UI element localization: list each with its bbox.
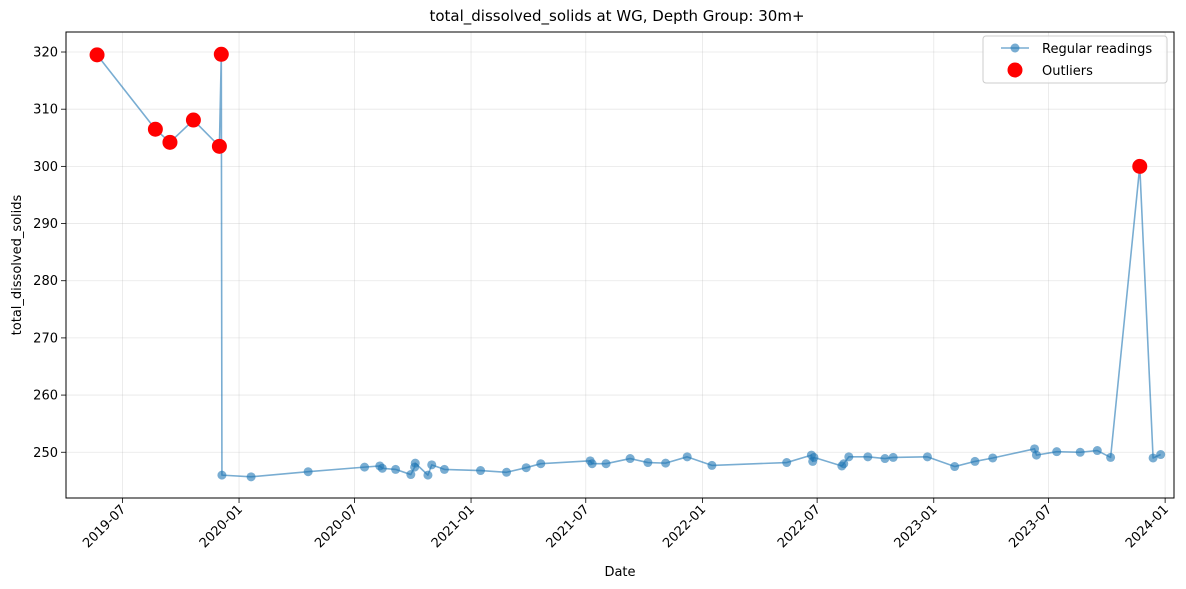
regular-reading-point [950, 462, 960, 472]
y-tick-label: 310 [33, 103, 58, 118]
y-tick-label: 270 [33, 331, 58, 346]
regular-reading-point [863, 452, 873, 462]
regular-reading-point [536, 459, 546, 469]
regular-reading-point [707, 460, 717, 470]
regular-reading-point [601, 459, 611, 469]
grid-layer [66, 32, 1174, 498]
legend-regular-marker [1010, 43, 1020, 53]
regular-reading-point [587, 459, 597, 469]
series-layer [89, 46, 1166, 482]
regular-reading-point [661, 458, 671, 468]
outlier-point [211, 138, 227, 154]
y-tick-label: 290 [33, 217, 58, 232]
regular-reading-point [406, 470, 416, 480]
regular-reading-point [1106, 452, 1116, 462]
regular-reading-point [1052, 447, 1062, 457]
outlier-point [89, 47, 105, 63]
outlier-point [147, 121, 163, 137]
y-tick-label: 250 [33, 446, 58, 461]
regular-reading-point [625, 454, 635, 464]
regular-readings-line [96, 53, 1162, 478]
regular-reading-point [988, 453, 998, 463]
regular-reading-point [303, 467, 313, 477]
regular-reading-point [502, 467, 512, 477]
regular-reading-point [427, 460, 437, 470]
regular-reading-point [391, 464, 401, 474]
y-tick-label: 260 [33, 389, 58, 404]
regular-reading-point [439, 464, 449, 474]
regular-reading-point [1075, 447, 1085, 457]
regular-reading-point [1031, 450, 1041, 460]
legend-regular-label: Regular readings [1042, 42, 1152, 57]
regular-reading-point [476, 466, 486, 476]
outlier-point [162, 134, 178, 150]
regular-reading-point [682, 452, 692, 462]
y-tick-label: 300 [33, 160, 58, 175]
regular-reading-point [521, 463, 531, 473]
regular-reading-point [809, 452, 819, 462]
legend-outlier-marker [1007, 62, 1023, 78]
regular-reading-point [410, 458, 420, 468]
regular-reading-point [377, 463, 387, 473]
regular-reading-point [970, 456, 980, 466]
regular-reading-point [844, 452, 854, 462]
regular-reading-point [1092, 446, 1102, 456]
regular-reading-point [217, 470, 227, 480]
regular-reading-point [643, 458, 653, 468]
regular-reading-point [246, 472, 256, 482]
outlier-point [1132, 158, 1148, 174]
y-tick-label: 320 [33, 46, 58, 61]
plot-frame [65, 31, 1175, 499]
y-axis-title: total_dissolved_solids [10, 194, 25, 335]
legend-outlier-label: Outliers [1042, 64, 1093, 79]
regular-reading-point [1148, 453, 1158, 463]
regular-reading-point [782, 458, 792, 468]
outlier-point [185, 112, 201, 128]
regular-reading-point [423, 470, 433, 480]
chart-title: total_dissolved_solids at WG, Depth Grou… [429, 7, 804, 26]
outlier-point [213, 46, 229, 62]
regular-reading-point [922, 452, 932, 462]
legend: Regular readings Outliers [982, 35, 1168, 84]
regular-reading-point [1156, 450, 1166, 460]
x-axis-title: Date [604, 565, 635, 580]
regular-reading-point [888, 452, 898, 462]
regular-reading-point [360, 462, 370, 472]
regular-reading-point [839, 459, 849, 469]
regular-reading-point [880, 454, 890, 464]
y-tick-label: 280 [33, 274, 58, 289]
